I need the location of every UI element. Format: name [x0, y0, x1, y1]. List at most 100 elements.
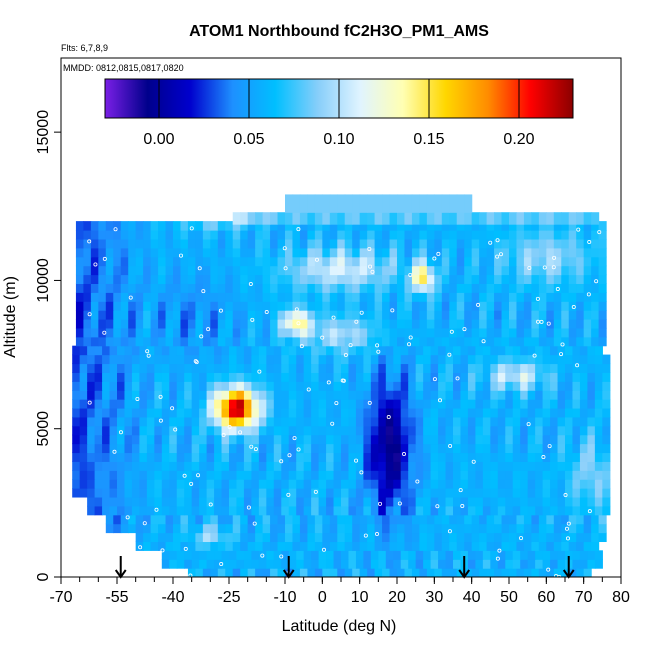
heatmap-cell	[426, 247, 435, 258]
heatmap-cell	[285, 212, 294, 225]
heatmap-cell	[292, 532, 301, 543]
heatmap-cell	[355, 550, 364, 560]
heatmap-cell	[542, 407, 551, 418]
heatmap-cell	[542, 461, 551, 471]
heatmap-cell	[355, 461, 364, 471]
heatmap-cell	[583, 247, 592, 258]
heatmap-cell	[557, 505, 566, 516]
heatmap-cell	[453, 470, 462, 480]
heatmap-cell	[262, 292, 271, 302]
heatmap-cell	[453, 550, 462, 560]
sample-point	[375, 532, 380, 537]
heatmap-cell	[277, 212, 286, 225]
heatmap-cell	[434, 265, 443, 276]
heatmap-cell	[217, 301, 226, 311]
heatmap-cell	[180, 532, 189, 543]
heatmap-cell	[102, 372, 111, 382]
heatmap-cell	[296, 443, 305, 454]
heatmap-cell	[471, 514, 480, 525]
heatmap-cell	[281, 372, 290, 382]
heatmap-cell	[90, 292, 99, 302]
heatmap-cell	[229, 372, 238, 382]
heatmap-cell	[494, 221, 503, 231]
heatmap-cell	[109, 452, 118, 462]
heatmap-cell	[408, 488, 417, 498]
heatmap-cell	[180, 514, 189, 525]
heatmap-cell	[512, 425, 521, 436]
heatmap-cell	[359, 212, 368, 225]
heatmap-cell	[594, 550, 603, 560]
heatmap-cell	[367, 514, 376, 525]
heatmap-cell	[419, 292, 428, 302]
heatmap-cell	[217, 310, 226, 320]
heatmap-cell	[471, 301, 480, 311]
heatmap-cell	[527, 399, 536, 409]
heatmap-cell	[135, 230, 144, 240]
heatmap-cell	[572, 390, 581, 400]
heatmap-cell	[389, 318, 398, 329]
heatmap-cell	[423, 452, 432, 462]
heatmap-cell	[546, 238, 555, 249]
sample-point	[246, 505, 251, 510]
heatmap-cell	[333, 479, 342, 489]
heatmap-cell	[232, 568, 241, 577]
heatmap-cell	[594, 390, 603, 400]
heatmap-cell	[117, 407, 126, 418]
heatmap-cell	[527, 488, 536, 498]
heatmap-cell	[87, 479, 96, 489]
heatmap-cell	[367, 292, 376, 302]
heatmap-cell	[329, 310, 338, 320]
heatmap-cell	[546, 523, 555, 534]
heatmap-cell	[273, 470, 282, 480]
heatmap-cell	[229, 407, 238, 418]
sample-point	[218, 308, 223, 313]
heatmap-cell	[494, 283, 503, 293]
heatmap-cell	[497, 488, 506, 498]
heatmap-cell	[143, 327, 152, 338]
heatmap-cell	[120, 514, 129, 525]
heatmap-cell	[318, 559, 327, 569]
heatmap-cell	[591, 212, 600, 225]
heatmap-cell	[482, 372, 491, 382]
heatmap-cell	[565, 496, 574, 507]
heatmap-cell	[531, 523, 540, 534]
heatmap-cell	[482, 550, 491, 560]
heatmap-cell	[296, 345, 305, 356]
heatmap-cell	[146, 479, 155, 489]
heatmap-cell	[445, 354, 454, 365]
heatmap-cell	[232, 230, 241, 240]
heatmap-cell	[382, 221, 391, 231]
heatmap-cell	[124, 496, 133, 507]
heatmap-cell	[445, 434, 454, 445]
heatmap-cell	[311, 390, 320, 400]
heatmap-cell	[94, 381, 103, 391]
heatmap-cell	[490, 461, 499, 471]
heatmap-cell	[523, 514, 532, 525]
heatmap-cell	[109, 407, 118, 418]
heatmap-cell	[423, 488, 432, 498]
heatmap-cell	[94, 443, 103, 454]
heatmap-cell	[232, 256, 241, 267]
heatmap-cell	[594, 372, 603, 382]
heatmap-cell	[453, 452, 462, 462]
heatmap-cell	[150, 541, 159, 551]
heatmap-cell	[124, 372, 133, 382]
heatmap-cell	[247, 336, 256, 347]
heatmap-cell	[516, 247, 525, 258]
heatmap-cell	[247, 221, 256, 231]
heatmap-cell	[363, 452, 372, 462]
heatmap-cell	[229, 496, 238, 507]
heatmap-cell	[102, 407, 111, 418]
heatmap-cell	[210, 238, 219, 249]
heatmap-cell	[434, 212, 443, 225]
heatmap-cell	[243, 372, 252, 382]
heatmap-cell	[285, 247, 294, 258]
sample-point	[554, 573, 559, 577]
heatmap-cell	[87, 461, 96, 471]
heatmap-cell	[367, 327, 376, 338]
heatmap-cell	[251, 488, 260, 498]
heatmap-cell	[281, 407, 290, 418]
heatmap-cell	[370, 461, 379, 471]
sample-point	[330, 421, 335, 426]
heatmap-cell	[329, 238, 338, 249]
